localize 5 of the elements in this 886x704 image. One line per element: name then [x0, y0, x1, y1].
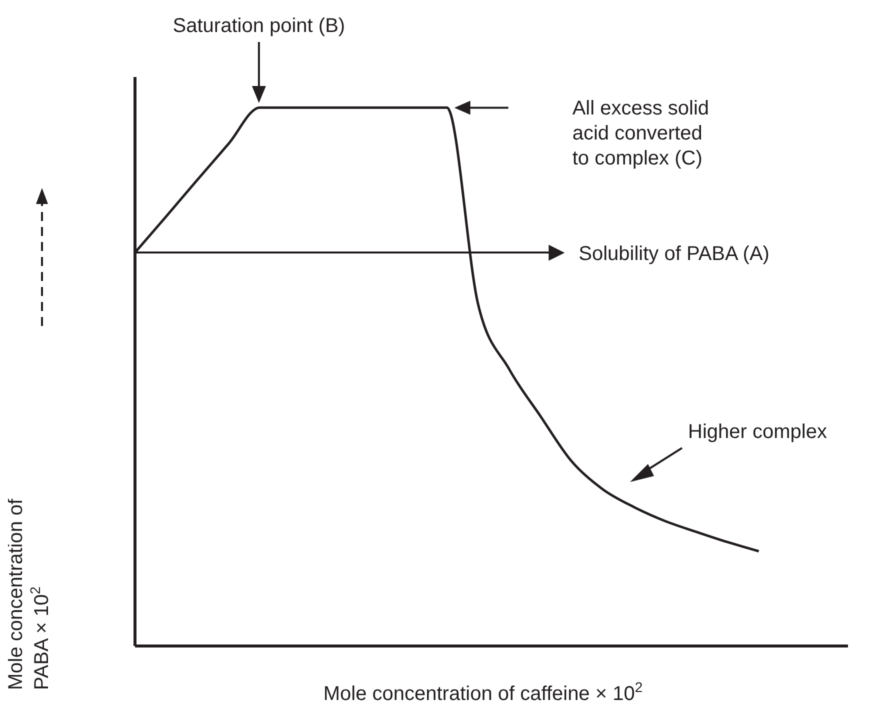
- annotation: All excess solid acid converted to complex (C): [572, 98, 710, 170]
- x-axis-title: Mole concentration of caffeine × 10$^{2}$: [323, 679, 643, 704]
- annotation: Higher complex: [688, 421, 827, 443]
- text: Saturation point (B): [172, 15, 346, 37]
- ref-line-label: Solubility of PABA (A): [578, 242, 770, 265]
